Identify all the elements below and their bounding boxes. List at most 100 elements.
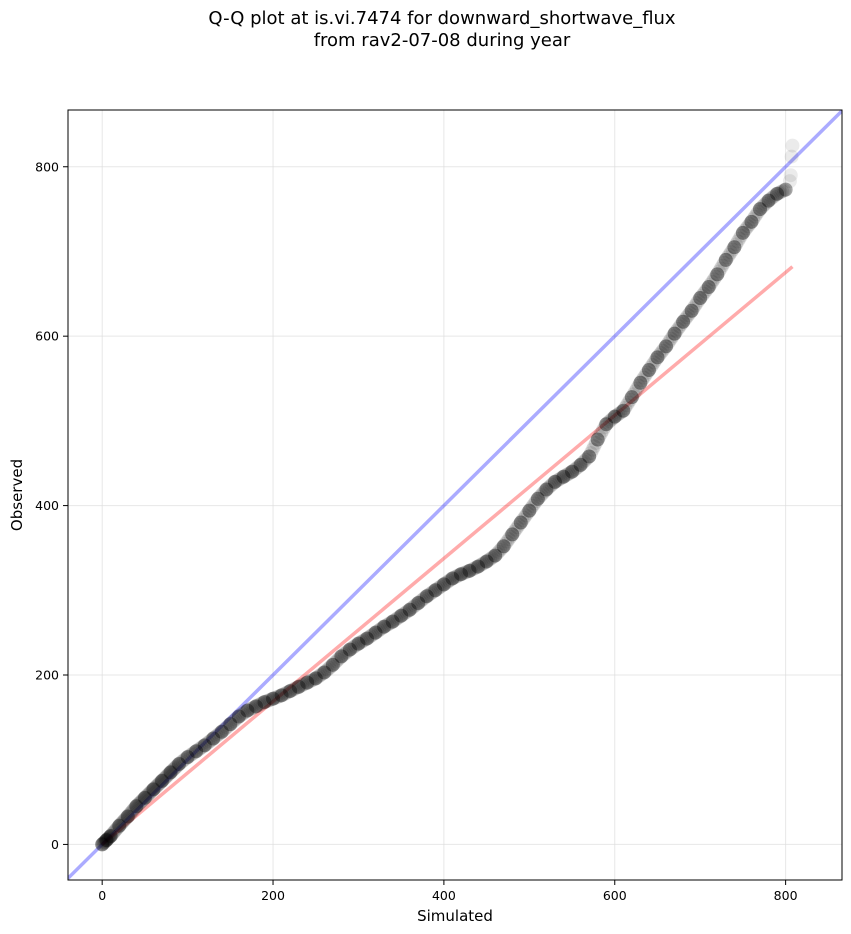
quantile-point [751,204,766,219]
quantile-point [705,274,720,289]
quantile-point [194,740,209,755]
quantile-point [710,267,725,282]
quantile-point [703,277,718,292]
quantile-point [245,701,260,716]
quantile-point [206,731,221,746]
quantile-point [387,613,402,628]
quantile-point [718,252,733,267]
quantile-point [197,738,212,753]
quantile-point [508,522,523,537]
quantile-point [618,401,633,416]
quantile-point [317,665,332,680]
quantile-point [472,558,487,573]
quantile-point [696,286,711,301]
axes-frame [67,109,843,881]
quantile-point [505,527,520,542]
quantile-point [778,182,793,197]
quantile-point [689,296,704,311]
quantile-point [612,406,627,421]
chart-title-line-2: from rav2-07-08 during year [313,30,571,51]
quantile-point [105,826,120,841]
quantile-point [426,584,441,599]
quantile-point [247,700,262,715]
quantile-point [600,415,615,430]
quantile-point [231,709,246,724]
quantile-point [606,411,621,426]
quantile-point [464,562,479,577]
quantile-point [322,660,337,675]
quantile-point [149,779,164,794]
x-tick-label: 200 [261,888,285,903]
quantile-point [565,464,580,479]
quantile-point [431,580,446,595]
quantile-point [588,435,603,450]
quantile-point [394,608,409,623]
quantile-point [315,666,330,681]
quantile-point [286,682,301,697]
y-tick-label: 600 [35,329,59,344]
quantile-point [320,662,335,677]
quantile-point [122,806,137,821]
quantile-point [377,619,392,634]
quantile-point [375,620,390,635]
quantile-point [383,615,398,630]
quantile-point [453,567,468,582]
quantile-point [225,715,240,730]
quantile-point [216,723,231,738]
quantile-point [761,193,776,208]
quantile-point [577,454,591,469]
quantile-point [662,334,677,349]
quantile-point [395,607,410,622]
quantile-point [358,632,373,647]
quantile-point [729,237,744,252]
quantile-point [298,676,313,691]
quantile-point [159,769,174,784]
quantile-point [553,471,568,486]
quantile-point [259,694,274,709]
quantile-point [641,363,656,378]
quantile-point [518,508,533,523]
quantile-point [727,240,742,255]
quantile-point [727,240,742,255]
quantile-point [643,360,658,375]
quantile-point [115,815,130,830]
quantile-point [650,350,665,365]
quantile-point [409,597,424,612]
quantile-point [674,317,689,332]
quantile-point [578,452,593,467]
quantile-point [556,469,571,484]
quantile-point [436,577,451,592]
quantile-point [693,291,708,306]
quantile-point [436,577,451,592]
quantile-point [296,677,311,692]
quantile-point [611,407,626,422]
quantile-point [477,555,492,570]
quantile-point [547,474,562,489]
quantile-point [341,643,356,658]
quantile-point [599,417,614,432]
quantile-point [607,409,622,424]
quantile-point [418,590,433,605]
quantile-point [103,829,118,844]
quantile-point [506,525,521,540]
quantile-point [152,776,167,791]
quantile-point [169,759,184,774]
quantile-point [214,724,229,739]
quantile-point [201,735,216,750]
quantile-point [534,488,549,503]
quantile-point [146,782,161,797]
quantile-point [267,691,282,706]
quantile-point [684,303,699,318]
quantile-point [706,272,721,287]
quantile-point [211,727,226,742]
quantile-point [250,698,265,713]
quantile-point [266,691,281,706]
quantile-point [163,765,178,780]
quantile-point [104,827,119,842]
quantile-point [219,720,234,735]
quantile-point [445,571,460,586]
quantile-point [119,810,134,825]
quantile-point [337,646,352,661]
quantile-point [113,817,128,832]
